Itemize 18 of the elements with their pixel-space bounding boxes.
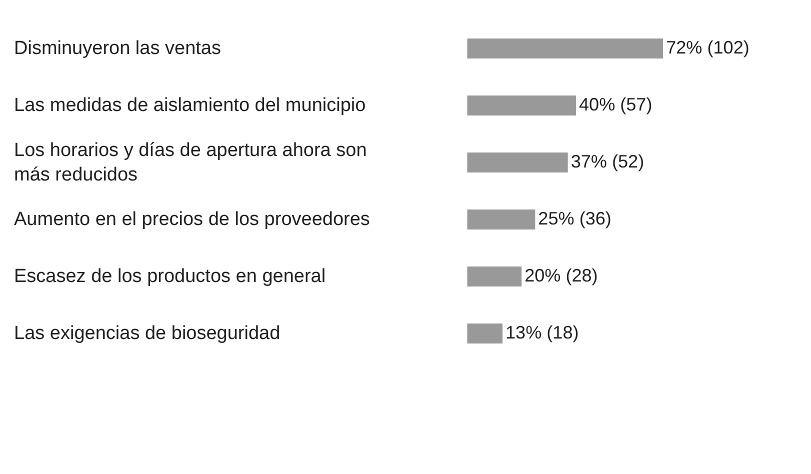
bar xyxy=(467,210,536,230)
y-tick-label: Aumento en el precios de los proveedores xyxy=(14,209,370,230)
data-label: 20% (28) xyxy=(524,266,598,286)
bar xyxy=(467,266,522,286)
data-label: 40% (57) xyxy=(578,94,652,115)
data-label: 13% (18) xyxy=(506,322,579,343)
bar xyxy=(467,38,664,58)
y-tick-label: Las exigencias de bioseguridad xyxy=(14,323,280,344)
y-tick-label: Disminuyeron las ventas xyxy=(14,38,221,59)
y-tick-label: Escasez de los productos en general xyxy=(14,266,326,287)
bar xyxy=(467,152,568,172)
y-tick-label: Las medidas de aislamiento del municipio xyxy=(14,95,366,116)
data-label: 72% (102) xyxy=(666,38,750,58)
data-label: 25% (36) xyxy=(538,208,612,229)
bar xyxy=(467,324,503,344)
data-label: 37% (52) xyxy=(570,152,644,172)
bar xyxy=(467,96,576,116)
y-tick-label: Los horarios y días de apertura ahora son más reducidos xyxy=(14,140,367,186)
